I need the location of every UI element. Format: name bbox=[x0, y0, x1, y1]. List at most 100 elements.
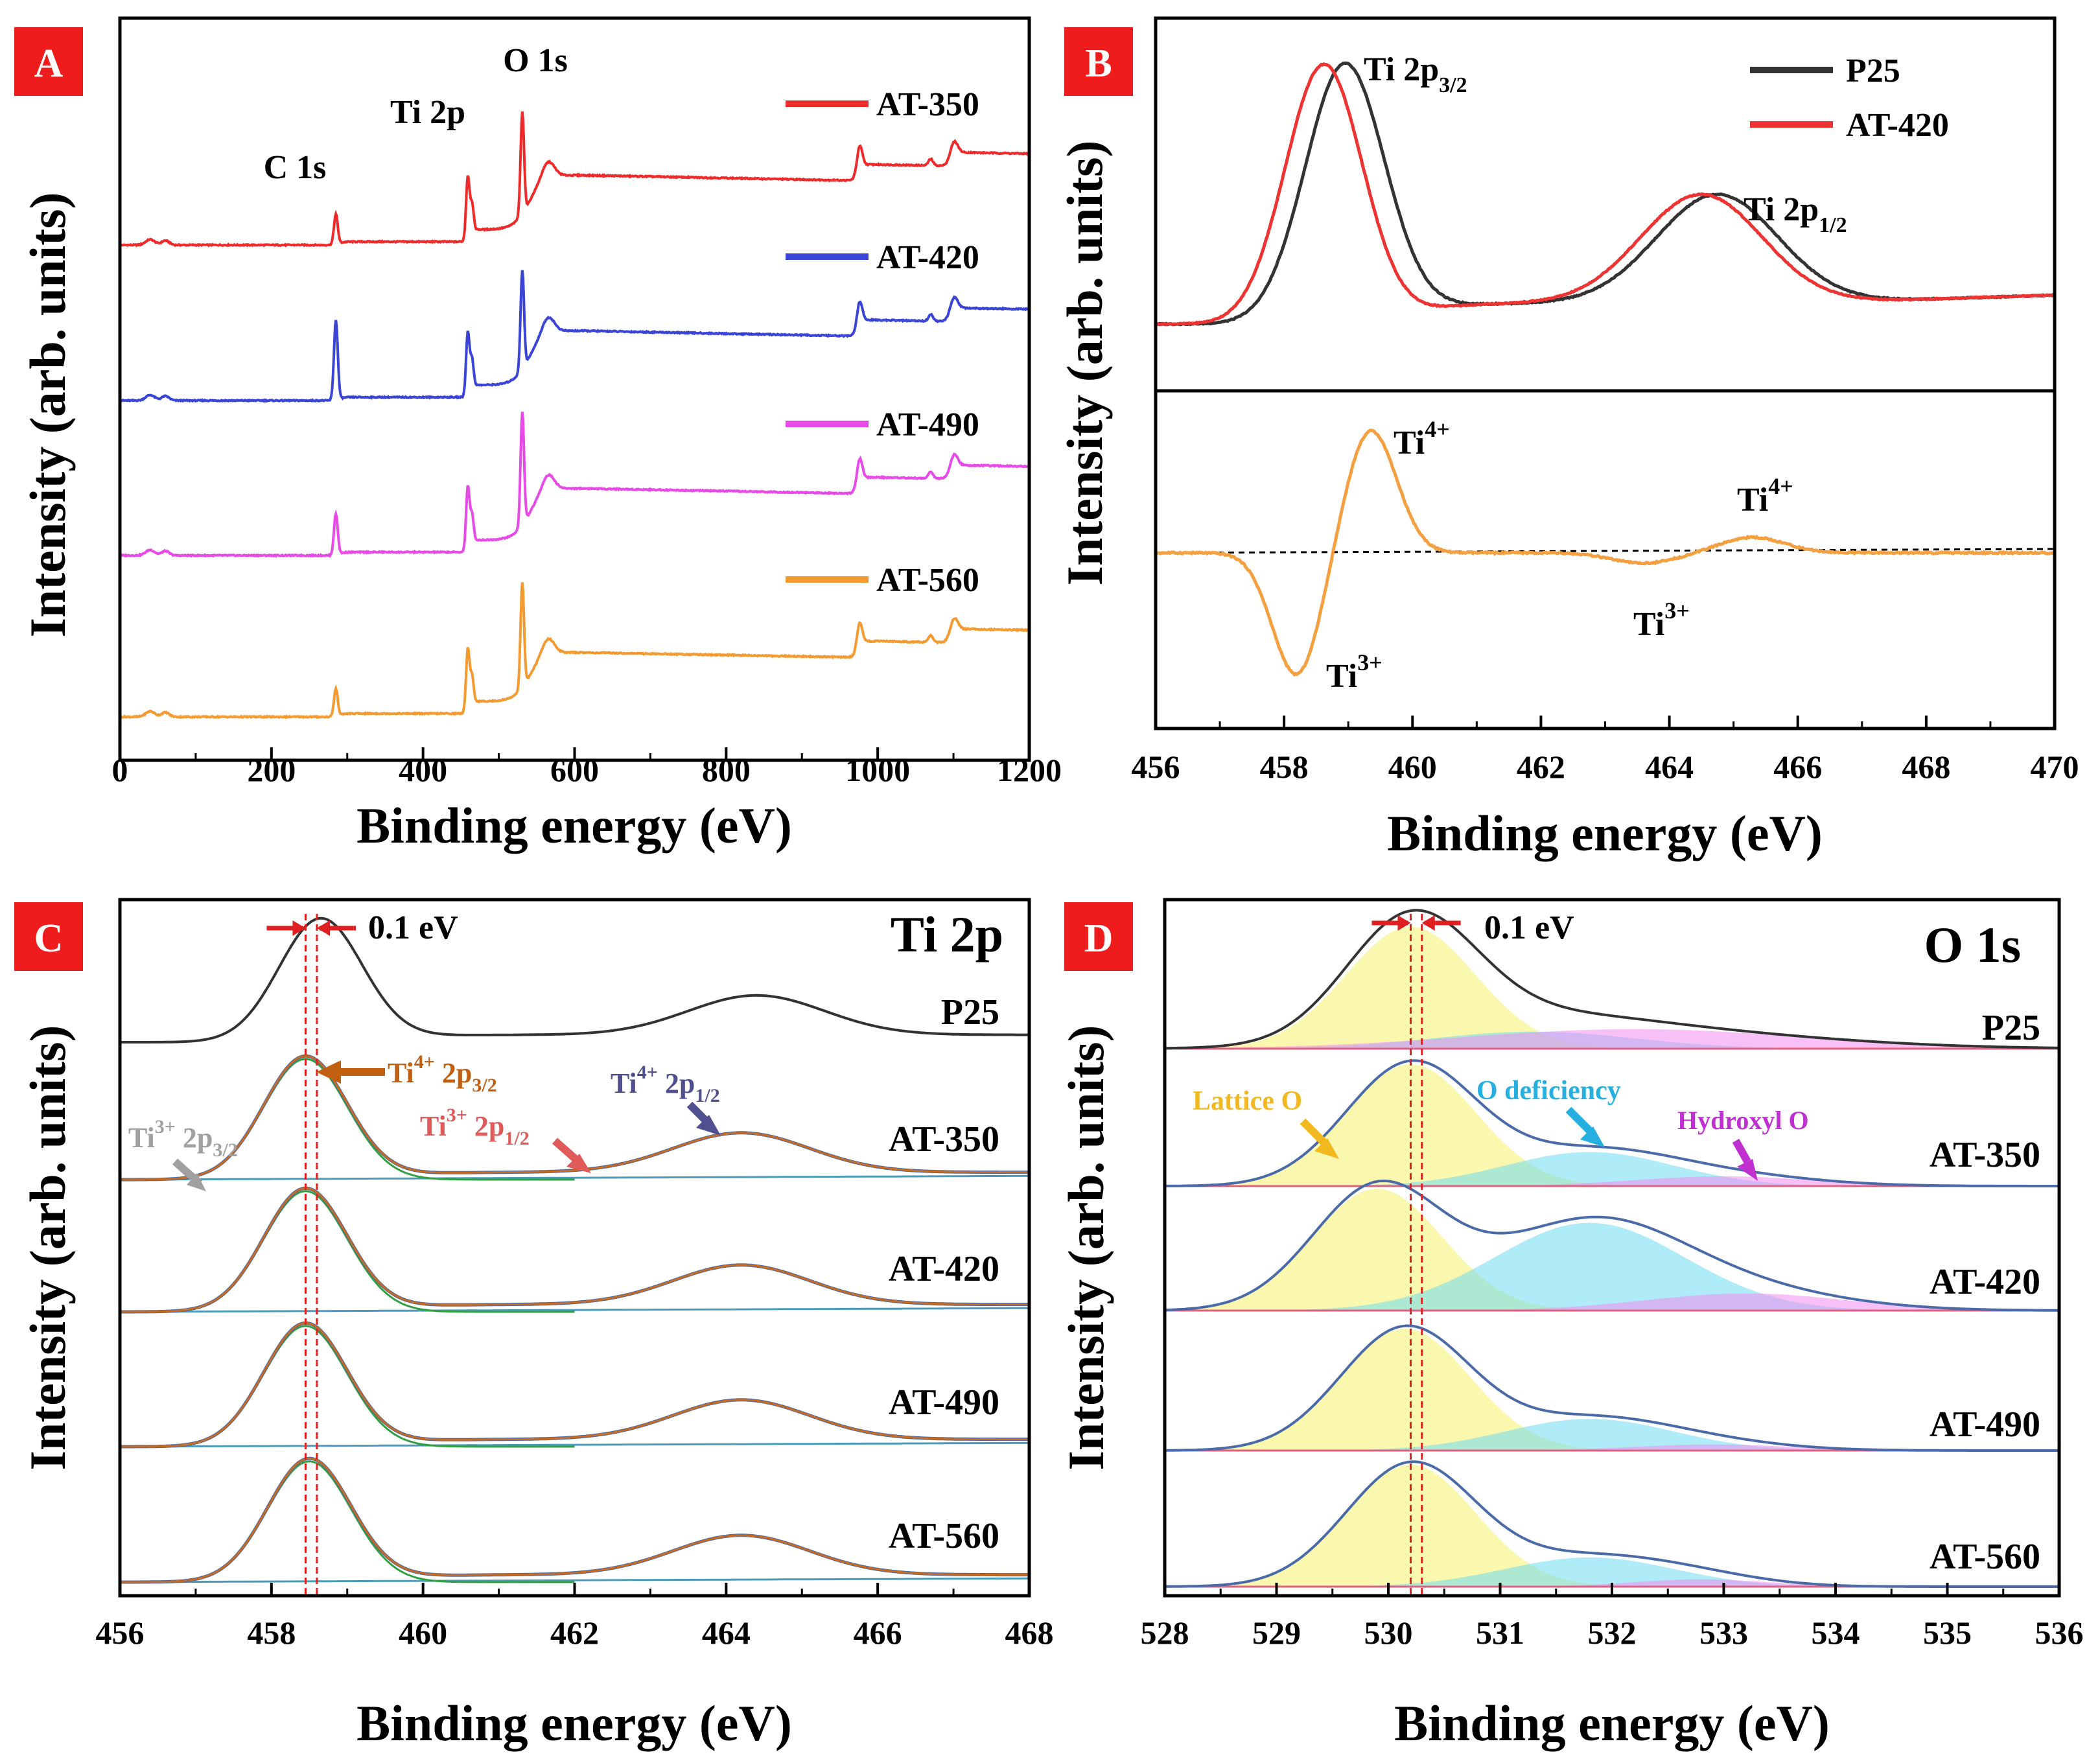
component-area bbox=[1165, 1029, 2059, 1049]
svg-text:B: B bbox=[1085, 41, 1112, 86]
series-line bbox=[119, 111, 1030, 248]
panel-b-legend-item: AT-420 bbox=[1750, 107, 1949, 144]
x-tick-label: 460 bbox=[1388, 749, 1437, 785]
panel-d-arrow bbox=[1300, 1118, 1339, 1159]
panel-a-c1s-label: C 1s bbox=[264, 149, 327, 186]
x-tick-label: 468 bbox=[1902, 749, 1950, 785]
x-tick-label: 529 bbox=[1252, 1615, 1301, 1651]
x-tick-label: 466 bbox=[854, 1615, 902, 1651]
x-tick-label: 458 bbox=[247, 1615, 296, 1651]
fit-line bbox=[120, 1322, 1029, 1448]
panel-c-arrow bbox=[686, 1101, 721, 1136]
panel-c-badge: C bbox=[14, 902, 83, 971]
panel-b-ti2p12-label: Ti 2p1/2 bbox=[1744, 191, 1847, 237]
x-tick-label: 456 bbox=[96, 1615, 145, 1651]
svg-text:D: D bbox=[1084, 916, 1114, 961]
x-tick-label: 464 bbox=[702, 1615, 751, 1651]
component-line bbox=[120, 1325, 575, 1448]
panel-c-shift-label: 0.1 eV bbox=[368, 909, 458, 946]
panel-b-ylabel: Intensity (arb. units) bbox=[1056, 141, 1113, 586]
panel-a: A 0 200 400 600 800 1000 1200 Intensity (arb. … bbox=[14, 16, 1062, 854]
zero-baseline bbox=[1155, 548, 2055, 554]
panel-a-legend-item: AT-420 bbox=[786, 239, 979, 276]
sample-label: P25 bbox=[941, 992, 999, 1032]
shift-arrowhead bbox=[292, 920, 306, 936]
x-tick-label: 462 bbox=[550, 1615, 599, 1651]
panel-a-legend-label: AT-490 bbox=[876, 406, 979, 443]
component-area bbox=[1165, 1293, 2059, 1311]
panel-b-ti4-label: Ti4+ bbox=[1737, 473, 1793, 519]
panel-c: C P25 AT-350 AT-420 AT-490 AT-560 456 458 460 4… bbox=[14, 898, 1054, 1751]
fit-line bbox=[120, 1055, 1029, 1181]
background-line bbox=[119, 1174, 1030, 1181]
panel-c-ti4-2p12-label: Ti4+ 2p1/2 bbox=[611, 1062, 720, 1106]
panel-c-arrow bbox=[316, 1060, 385, 1084]
panel-b-xlabel: Binding energy (eV) bbox=[1387, 805, 1823, 861]
component-area bbox=[1165, 1419, 2059, 1451]
panel-a-legend: AT-350 AT-420 AT-490 AT-560 bbox=[786, 86, 979, 599]
panel-a-legend-item: AT-350 bbox=[786, 86, 979, 123]
panel-d-title: O 1s bbox=[1924, 916, 2021, 973]
panel-a-legend-label: AT-420 bbox=[876, 239, 979, 276]
envelope-line bbox=[1164, 1460, 2059, 1588]
fit-line bbox=[120, 1187, 1029, 1313]
x-tick-label: 460 bbox=[399, 1615, 447, 1651]
svg-text:A: A bbox=[34, 41, 64, 86]
component-area bbox=[1165, 1189, 2059, 1311]
shift-arrowhead bbox=[316, 920, 330, 936]
panel-a-badge: A bbox=[14, 27, 83, 96]
x-tick-label: 535 bbox=[1923, 1615, 1972, 1651]
component-line bbox=[120, 1058, 575, 1181]
background-line bbox=[119, 1577, 1030, 1583]
svg-text:C: C bbox=[34, 916, 64, 961]
panel-a-frame bbox=[118, 16, 1031, 762]
panel-d-xlabel: Binding energy (eV) bbox=[1394, 1695, 1830, 1751]
panel-b-legend-item: P25 bbox=[1750, 52, 1900, 89]
panel-a-legend-item: AT-490 bbox=[786, 406, 979, 443]
panel-d: D P25 AT-350 AT-420 AT-490 AT-560 528 529 530 5… bbox=[1058, 898, 2084, 1751]
panel-b-ti3-label: Ti3+ bbox=[1326, 649, 1382, 695]
panel-b-legend: P25 AT-420 bbox=[1750, 52, 1949, 144]
panel-b-badge: B bbox=[1064, 27, 1133, 96]
panel-d-badge: D bbox=[1064, 902, 1133, 971]
x-tick-label: 468 bbox=[1005, 1615, 1054, 1651]
sample-label: AT-490 bbox=[1930, 1405, 2040, 1445]
envelope-line bbox=[1164, 1059, 2059, 1187]
sample-label: P25 bbox=[1982, 1008, 2040, 1048]
sample-label: AT-350 bbox=[1930, 1135, 2040, 1175]
difference-line bbox=[1154, 428, 2055, 677]
fit-line bbox=[120, 1457, 1029, 1583]
x-tick-label: 458 bbox=[1260, 749, 1309, 785]
x-tick-label: 462 bbox=[1517, 749, 1565, 785]
component-area bbox=[1165, 1465, 2059, 1587]
panel-c-ti4-2p32-label: Ti4+ 2p3/2 bbox=[388, 1051, 497, 1096]
panel-a-legend-label: AT-350 bbox=[876, 86, 979, 123]
component-line bbox=[120, 1190, 575, 1313]
component-area bbox=[1165, 1222, 2059, 1311]
component-line bbox=[120, 1460, 575, 1583]
x-tick-label: 470 bbox=[2031, 749, 2079, 785]
component-area bbox=[1165, 1176, 2059, 1186]
background-line bbox=[119, 1307, 1030, 1313]
sample-label: AT-420 bbox=[1930, 1262, 2040, 1302]
component-area bbox=[1165, 1557, 2059, 1587]
envelope-line bbox=[1165, 1324, 2059, 1452]
panel-d-shift-label: 0.1 eV bbox=[1484, 909, 1574, 946]
x-tick-label: 464 bbox=[1645, 749, 1694, 785]
sample-label: AT-350 bbox=[889, 1119, 999, 1160]
panel-a-ti2p-label: Ti 2p bbox=[390, 94, 465, 131]
panel-a-legend-item: AT-560 bbox=[786, 562, 979, 599]
x-tick-label: 532 bbox=[1588, 1615, 1637, 1651]
panel-a-ylabel: Intensity (arb. units) bbox=[19, 192, 76, 638]
panel-c-arrow bbox=[172, 1158, 206, 1191]
component-area bbox=[1165, 1152, 2059, 1186]
panel-b-ti3-label: Ti3+ bbox=[1633, 598, 1690, 643]
component-area bbox=[1165, 927, 2059, 1049]
panel-b-legend-label: P25 bbox=[1846, 52, 1900, 89]
panel-b-ti2p32-label: Ti 2p3/2 bbox=[1364, 51, 1467, 97]
panel-b: B 456 458 460 462 464 466 468 470 Intensity (ar… bbox=[1056, 16, 2079, 861]
panel-a-legend-label: AT-560 bbox=[876, 562, 979, 599]
x-tick-label: 530 bbox=[1364, 1615, 1413, 1651]
panel-a-o1s-label: O 1s bbox=[503, 42, 568, 79]
